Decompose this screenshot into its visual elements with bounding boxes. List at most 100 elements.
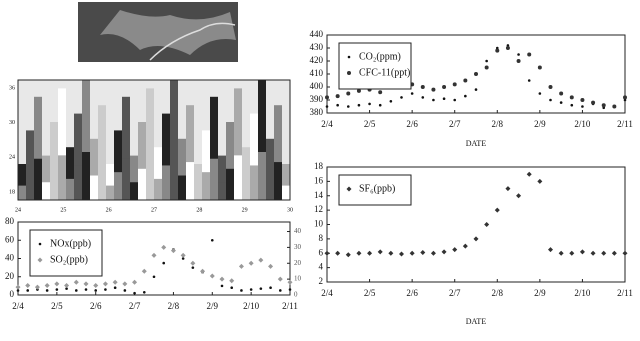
- x-tick-label: 24: [15, 207, 21, 213]
- x-tick-label: 2/6: [406, 288, 418, 298]
- contour-band: [74, 165, 82, 200]
- point: [527, 53, 531, 57]
- point: [221, 285, 224, 288]
- point: [93, 283, 98, 288]
- point: [25, 283, 30, 288]
- y-tick-label: 60: [5, 234, 15, 244]
- legend-marker: [39, 243, 42, 246]
- y-tick-label: 40: [5, 253, 15, 263]
- y2-tick-label: 40: [294, 227, 302, 235]
- point: [601, 251, 606, 256]
- point: [94, 289, 97, 292]
- x-tick-label: 2/4: [321, 288, 333, 298]
- x-tick-label: 2/11: [617, 288, 633, 298]
- point: [527, 172, 532, 177]
- point: [288, 280, 293, 285]
- contour-band: [122, 159, 130, 200]
- contour-band: [234, 155, 242, 200]
- point: [612, 105, 616, 109]
- point: [16, 285, 21, 290]
- y2-tick-label: 10: [294, 275, 302, 283]
- point: [56, 288, 59, 291]
- point: [453, 82, 457, 86]
- contour-band: [186, 162, 194, 200]
- point: [26, 289, 29, 292]
- contour-band: [282, 186, 290, 200]
- legend-label: SF₆(ppb): [359, 183, 395, 194]
- point: [399, 251, 404, 256]
- point: [229, 278, 234, 283]
- point: [210, 273, 215, 278]
- point: [64, 283, 69, 288]
- point: [239, 264, 244, 269]
- contour-band: [178, 176, 186, 200]
- contour-band: [170, 152, 178, 200]
- contour-band: [210, 159, 218, 200]
- point: [495, 49, 499, 53]
- point: [505, 186, 510, 191]
- point: [368, 103, 371, 106]
- point: [378, 249, 383, 254]
- point: [152, 253, 157, 258]
- legend-marker: [348, 56, 351, 59]
- point: [475, 88, 478, 91]
- y-tick-label: 4: [319, 262, 324, 272]
- point: [249, 261, 254, 266]
- point: [132, 280, 137, 285]
- y-tick-label: 24: [9, 155, 15, 161]
- y-tick-label: 6: [319, 247, 324, 257]
- figure: 2425262728293036302418380390400410420430…: [0, 0, 640, 341]
- point: [410, 251, 415, 256]
- point: [432, 99, 435, 102]
- y-tick-label: 380: [310, 107, 324, 117]
- point: [420, 250, 425, 255]
- contour-band: [218, 182, 226, 200]
- point: [190, 261, 195, 266]
- y-tick-label: 16: [314, 175, 324, 185]
- point: [560, 101, 563, 104]
- x-tick-label: 2/5: [51, 301, 63, 311]
- contour-band: [26, 172, 34, 200]
- contour-band: [258, 152, 266, 200]
- point: [367, 251, 372, 256]
- point: [474, 236, 479, 241]
- contour-band: [194, 186, 202, 200]
- point: [400, 96, 403, 99]
- point: [569, 251, 574, 256]
- point: [548, 247, 553, 252]
- legend-box: [30, 230, 102, 276]
- point: [549, 85, 553, 89]
- point: [211, 239, 214, 242]
- point: [171, 248, 176, 253]
- contour-band: [274, 162, 282, 200]
- point: [484, 222, 489, 227]
- point: [559, 251, 564, 256]
- x-tick-label: 30: [287, 207, 293, 213]
- x-tick-label: 2/9: [534, 119, 546, 129]
- point: [278, 277, 283, 282]
- y-tick-label: 30: [9, 120, 15, 126]
- point: [431, 88, 435, 92]
- point: [35, 285, 40, 290]
- contour-band: [106, 186, 114, 200]
- point: [220, 277, 225, 282]
- y-tick-label: 80: [5, 216, 15, 226]
- y2-tick-label: 20: [294, 259, 302, 267]
- point: [623, 95, 627, 99]
- contour-band: [50, 169, 58, 200]
- point: [379, 104, 382, 107]
- point: [346, 92, 350, 96]
- legend-label: NOx(ppb): [50, 238, 91, 249]
- point: [289, 288, 292, 291]
- legend-label: SO₂(ppb): [50, 254, 88, 265]
- y-tick-label: 440: [310, 29, 324, 39]
- x-tick-label: 2/10: [243, 301, 260, 311]
- point: [538, 66, 542, 70]
- y-tick-label: 2: [319, 276, 324, 286]
- point: [537, 179, 542, 184]
- point: [133, 292, 136, 295]
- point: [325, 95, 329, 99]
- y-tick-label: 0: [10, 289, 15, 299]
- y-tick-label: 390: [310, 94, 324, 104]
- point: [431, 251, 436, 256]
